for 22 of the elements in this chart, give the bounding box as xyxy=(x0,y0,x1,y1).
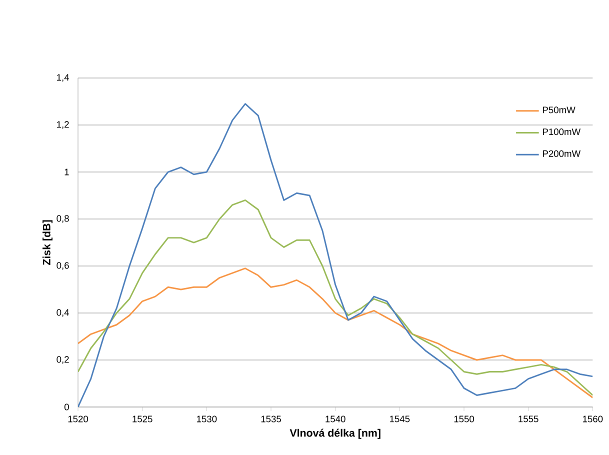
y-tick-label: 0,6 xyxy=(56,262,69,270)
y-tick-label: 0,2 xyxy=(56,356,69,364)
y-tick-label: 1,2 xyxy=(57,121,69,129)
y-tick-label: 0,4 xyxy=(56,309,70,317)
x-axis-title: Vlnová délka [nm] xyxy=(290,428,380,439)
x-tick-label: 1540 xyxy=(326,416,346,422)
y-tick-label: 0 xyxy=(64,404,69,410)
legend-label: P100mW xyxy=(542,128,581,136)
y-tick-label: 0,8 xyxy=(56,215,69,223)
x-tick-label: 1530 xyxy=(197,416,217,422)
y-tick-label: 1,4 xyxy=(57,74,70,82)
x-tick-label: 1545 xyxy=(390,416,410,422)
x-tick-label: 1560 xyxy=(583,416,603,422)
y-axis-title: Zisk [dB] xyxy=(42,220,53,266)
legend-label: P200mW xyxy=(542,150,581,157)
x-tick-label: 1525 xyxy=(132,416,152,422)
x-tick-label: 1555 xyxy=(518,416,538,422)
x-tick-label: 1550 xyxy=(454,416,474,422)
y-tick-label: 1 xyxy=(64,168,69,176)
legend-label: P50mW xyxy=(542,106,576,114)
x-tick-label: 1535 xyxy=(261,416,281,422)
x-tick-label: 1520 xyxy=(68,416,88,422)
